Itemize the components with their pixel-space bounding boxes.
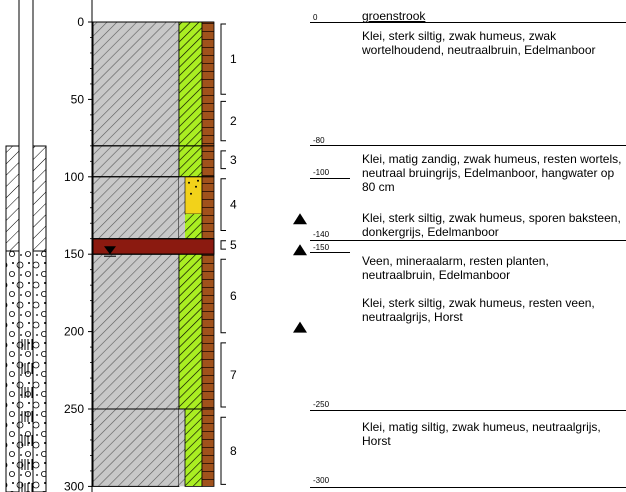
groundwater-marker: [104, 246, 116, 255]
boundary-line-150: [310, 252, 350, 253]
silt-fraction: [178, 253, 203, 410]
segment-bracket: [220, 240, 226, 250]
sample-triangle-icon: [293, 213, 307, 225]
segment-bracket: [220, 100, 226, 142]
boundary-depth-140: -140: [313, 230, 330, 239]
segment-label: 4: [230, 198, 237, 212]
well-construction: [5, 0, 47, 492]
lithology-column: [92, 21, 215, 487]
humus-fraction: [201, 145, 215, 178]
sand-fraction: [184, 176, 203, 215]
segment-label: 2: [230, 114, 237, 128]
sample-triangle-icon: [293, 244, 307, 256]
boundary-line-140: [310, 240, 626, 241]
depth-tick-label: 0: [77, 15, 84, 29]
boundary-line-80: [310, 145, 626, 146]
well-screen: [19, 335, 33, 492]
segment-label: 5: [230, 238, 237, 252]
depth-tick-label: 100: [64, 170, 84, 184]
depth-tick-label: 150: [64, 247, 84, 261]
description-3: Klei, sterk siltig, zwak humeus, sporen …: [362, 211, 621, 239]
segment-label: 8: [230, 444, 237, 458]
depth-tick-label: 250: [64, 402, 84, 416]
segment-bracket: [220, 416, 226, 485]
boundary-depth-250: -250: [313, 400, 330, 409]
clay-layer: [92, 21, 180, 147]
humus-fraction: [201, 176, 215, 240]
boundary-line-100: [310, 178, 350, 179]
description-1: Klei, sterk siltig, zwak humeus, zwak wo…: [362, 29, 596, 57]
boundary-line-250: [310, 410, 626, 411]
sample-segment-brackets: 1 2 3 4 5 6 7 8: [220, 23, 237, 485]
segment-label: 1: [230, 52, 237, 66]
description-4: Veen, mineraalarm, resten planten, neutr…: [362, 254, 549, 282]
segment-label: 7: [230, 368, 237, 382]
surface-depth: 0: [313, 13, 318, 22]
silt-fraction: [178, 145, 203, 178]
depth-tick-label: 200: [64, 325, 84, 339]
depth-tick-label: 50: [71, 92, 85, 106]
segment-bracket: [220, 258, 226, 334]
sand-dot: [188, 181, 190, 184]
casing-right: [32, 145, 47, 252]
boundary-line-300: [310, 487, 626, 488]
segment-bracket: [220, 342, 226, 408]
sand-dot: [195, 185, 197, 188]
segment-label: 6: [230, 289, 237, 303]
description-6: Klei, matig siltig, zwak humeus, neutraa…: [362, 420, 601, 448]
segment-bracket: [220, 178, 226, 232]
sample-markers: [293, 213, 307, 333]
casing-left: [5, 145, 20, 252]
segment-bracket: [220, 23, 226, 95]
segment-label: 3: [230, 153, 237, 167]
description-2: Klei, matig zandig, zwak humeus, resten …: [362, 152, 622, 194]
surface-label: groenstrook: [362, 9, 426, 23]
gravel-pack-left: [5, 250, 20, 492]
description-5: Klei, sterk siltig, zwak humeus, resten …: [362, 296, 595, 324]
sample-triangle-icon: [293, 321, 307, 333]
humus-fraction: [201, 21, 215, 147]
silt-fraction: [184, 408, 203, 487]
silt-fraction: [178, 21, 203, 147]
boundary-depth-150: -150: [313, 243, 330, 252]
humus-fraction: [201, 253, 215, 410]
clay-layer: [92, 176, 180, 240]
depth-axis: 0 50 100 150 200 250 300: [64, 0, 93, 492]
gravel-pack-right: [32, 250, 47, 492]
boundary-depth-100: -100: [313, 168, 330, 177]
sand-dot: [190, 192, 192, 195]
humus-fraction: [201, 408, 215, 487]
clay-layer: [92, 145, 180, 178]
clay-layer: [92, 253, 180, 410]
surface-line: [310, 22, 626, 23]
silt-fraction: [185, 213, 202, 239]
clay-layer: [92, 408, 180, 487]
segment-bracket: [220, 150, 226, 170]
depth-tick-label: 300: [64, 479, 84, 492]
boundary-depth-80: -80: [313, 136, 325, 145]
boundary-depth-300: -300: [313, 476, 330, 485]
sand-dot: [197, 179, 199, 182]
clay-extension: [179, 409, 185, 487]
clay-extension: [179, 176, 185, 239]
